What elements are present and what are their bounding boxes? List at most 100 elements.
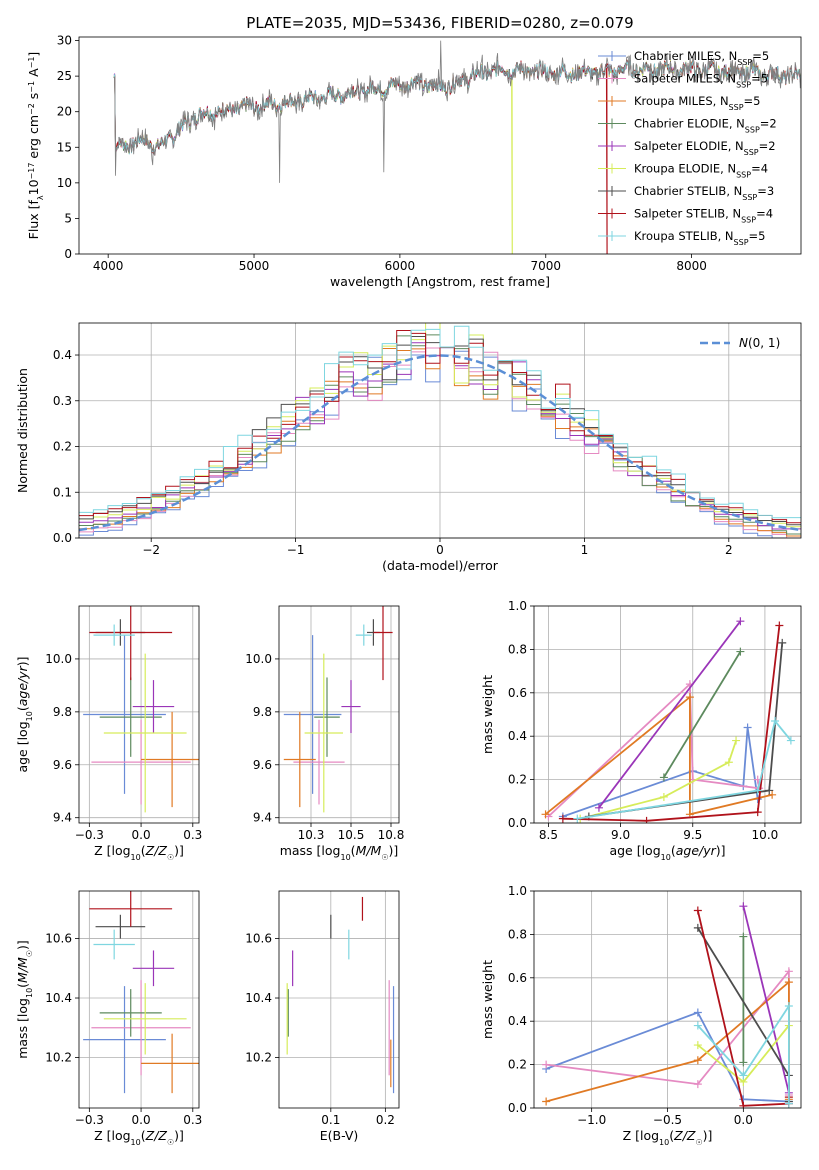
- y-tick-label: 10.6: [245, 932, 272, 946]
- chart-weight_vs_Z: −1.0 −0.5 0.0 0.0 0.2 0.4 0.6 0.8 1.0 Z [log10(Z/…: [480, 884, 802, 1147]
- weight-marker-kroupa-stelib: [784, 1002, 793, 1011]
- legend-label: Chabrier ELODIE, NSSP=2: [634, 117, 777, 135]
- axes-frame: [78, 890, 200, 1109]
- x-axis-label: mass [log10(M/M☉)]: [280, 843, 399, 862]
- x-tick-label: 8.5: [539, 828, 558, 842]
- weight-marker-chabrier-stelib: [693, 923, 702, 932]
- x-tick-label: 10.5: [338, 828, 365, 842]
- x-tick-label: 5000: [239, 259, 270, 273]
- axes-frame: [278, 605, 400, 824]
- weight-marker-kroupa-stelib: [693, 1021, 702, 1030]
- weight-marker-kroupa-stelib: [771, 717, 780, 726]
- x-tick-label: 10.3: [298, 828, 325, 842]
- x-axis-label: age [log10(age/yr)]: [609, 843, 725, 862]
- x-tick-label: −0.5: [653, 1113, 682, 1127]
- weight-line-chabrier-miles: [562, 727, 759, 818]
- weight-marker-salpeter-stelib: [642, 816, 651, 823]
- x-axis-label: Z [log10(Z/Z☉)]: [94, 843, 184, 862]
- x-tick-label: −2: [142, 543, 160, 557]
- normal-curve: [79, 354, 801, 532]
- weight-marker-chabrier-elodie: [739, 1058, 748, 1067]
- x-tick-label: 7000: [530, 259, 561, 273]
- weight-marker-kroupa-miles: [768, 790, 777, 799]
- legend-label: Salpeter STELIB, NSSP=4: [634, 207, 773, 225]
- y-tick-label: 9.6: [53, 758, 72, 772]
- chart-weight_vs_age: 8.5 9.0 9.5 10.0 0.0 0.2 0.4 0.6 0.8 1.0 age [log1…: [480, 599, 802, 862]
- weight-marker-salpeter-stelib: [775, 621, 784, 630]
- weight-marker-kroupa-elodie: [659, 792, 668, 801]
- x-tick-label: 9.0: [611, 828, 630, 842]
- weight-marker-kroupa-elodie: [693, 1041, 702, 1050]
- x-tick-label: 4000: [93, 259, 124, 273]
- legend-label: Kroupa MILES, NSSP=5: [634, 94, 760, 112]
- y-tick-label: 0.4: [508, 729, 527, 743]
- y-tick-label: 0.4: [508, 1014, 527, 1028]
- x-axis-label: wavelength [Angstrom, rest frame]: [330, 274, 550, 289]
- x-tick-label: 2: [725, 543, 733, 557]
- y-tick-label: 9.4: [253, 811, 272, 825]
- weight-marker-chabrier-elodie: [739, 932, 748, 941]
- y-tick-label: 0.8: [508, 927, 527, 941]
- plot-area: [283, 606, 393, 813]
- weight-marker-salpeter-stelib: [739, 1101, 748, 1108]
- legend-label: Kroupa STELIB, NSSP=5: [634, 229, 765, 247]
- weight-marker-kroupa-stelib: [786, 736, 795, 745]
- y-tick-label: 10.6: [45, 932, 72, 946]
- weight-line-chabrier-elodie: [663, 651, 742, 778]
- plot-area: [79, 323, 801, 538]
- x-tick-label: 0.0: [734, 1113, 753, 1127]
- weight-marker-salpeter-miles: [542, 1060, 551, 1069]
- y-tick-label: 0.8: [508, 642, 527, 656]
- chart-residuals: −2 −1 0 1 2 0.0 0.1 0.2 0.3 0.4 (data-model)/error…: [15, 322, 802, 573]
- y-tick-label: 0.1: [53, 485, 72, 499]
- weight-marker-salpeter-elodie: [594, 803, 603, 812]
- x-axis-label: Z [log10(Z/Z☉)]: [94, 1128, 184, 1147]
- y-tick-label: 15: [57, 140, 72, 154]
- y-axis-label: mass [log10(M/M☉)]: [15, 940, 34, 1059]
- plot-area: [541, 617, 795, 823]
- residual-legend: N(0, 1): [700, 336, 780, 350]
- weight-line-kroupa-elodie: [579, 740, 737, 820]
- data-spectrum: [113, 40, 801, 183]
- weight-marker-chabrier-miles: [693, 1008, 702, 1017]
- y-tick-label: 10.4: [245, 991, 272, 1005]
- y-tick-label: 0.2: [508, 773, 527, 787]
- axes-frame: [278, 890, 400, 1109]
- y-tick-label: 9.6: [253, 758, 272, 772]
- y-tick-label: 10.2: [45, 1050, 72, 1064]
- y-axis-label: Normed distribution: [15, 368, 30, 493]
- weight-line-salpeter-elodie: [598, 620, 742, 809]
- weight-marker-salpeter-stelib: [753, 808, 762, 817]
- y-tick-label: 0.4: [53, 348, 72, 362]
- hist-kroupa-stelib: [79, 325, 801, 519]
- charts-layer: 4000 5000 6000 7000 8000051015202530waveleng…: [15, 34, 802, 1147]
- x-tick-label: 0.0: [132, 828, 151, 842]
- plot-area: [113, 40, 801, 254]
- chart-mass_vs_ebv: 0.1 0.2 10.2 10.4 10.6 E(B-V): [245, 890, 400, 1143]
- weight-line-kroupa-stelib: [697, 1002, 790, 1104]
- y-tick-label: 1.0: [508, 884, 527, 898]
- x-tick-label: 8000: [676, 259, 707, 273]
- weight-marker-chabrier-stelib: [778, 638, 787, 647]
- weight-marker-kroupa-stelib: [753, 786, 762, 795]
- weight-marker-salpeter-stelib: [693, 906, 702, 915]
- weight-marker-kroupa-stelib: [739, 1071, 748, 1080]
- weight-line-salpeter-stelib: [562, 625, 781, 822]
- y-tick-label: 10.4: [45, 991, 72, 1005]
- weight-marker-chabrier-elodie: [736, 647, 745, 656]
- x-tick-label: 9.5: [683, 828, 702, 842]
- chart-spectrum: 4000 5000 6000 7000 8000 0 5 10 15 20 25 30 waveleng…: [26, 34, 802, 289]
- plot-area: [83, 606, 199, 813]
- x-tick-label: 10.0: [752, 828, 779, 842]
- y-tick-label: 20: [57, 105, 72, 119]
- chart-mass_vs_Z: −0.3 0.0 0.3 10.2 10.4 10.6 Z [log10(Z/Z☉)] mas…: [15, 890, 202, 1147]
- y-tick-label: 0: [64, 247, 72, 261]
- weight-line-kroupa-miles: [544, 695, 773, 816]
- y-tick-label: 0.0: [508, 816, 527, 830]
- weight-marker-kroupa-miles: [541, 810, 550, 819]
- weight-marker-chabrier-miles: [743, 723, 752, 732]
- y-axis-label: Flux [fλ10−17 erg cm−2 s−1 A−1]: [26, 52, 45, 240]
- x-tick-label: 0.2: [376, 1113, 395, 1127]
- y-axis-label: mass weight: [480, 960, 495, 1039]
